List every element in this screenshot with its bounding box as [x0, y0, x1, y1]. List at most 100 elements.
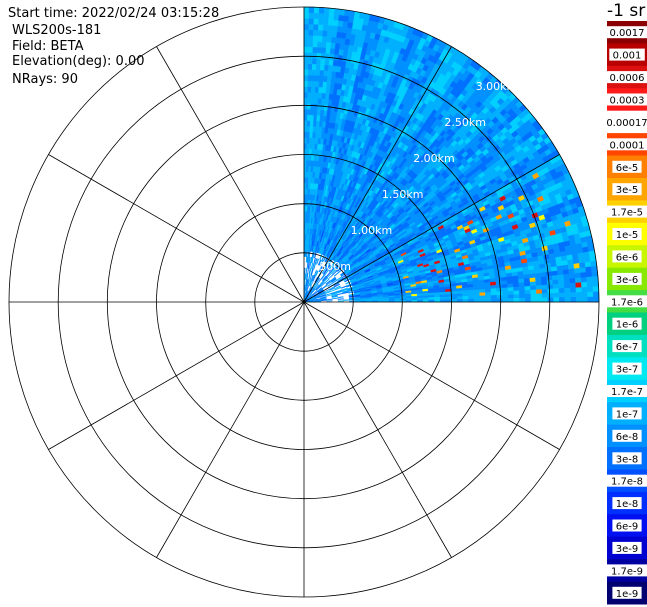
data-cell	[305, 267, 308, 274]
data-cell	[553, 292, 560, 298]
data-cell	[507, 283, 514, 289]
data-cell	[473, 292, 481, 297]
data-cell	[507, 287, 514, 292]
data-cell	[317, 35, 323, 42]
data-cell	[318, 86, 324, 94]
data-cell	[303, 131, 308, 138]
data-cell	[308, 18, 315, 25]
data-cell	[490, 284, 497, 290]
data-cell	[314, 97, 319, 105]
data-cell	[485, 298, 492, 303]
data-cell	[513, 294, 520, 299]
data-cell	[308, 52, 313, 59]
range-label: 2.50km	[444, 116, 486, 129]
data-cell	[315, 80, 320, 88]
data-cell	[311, 69, 317, 76]
data-cell	[540, 272, 547, 278]
data-cell	[451, 296, 458, 300]
data-cell	[564, 292, 571, 298]
range-label: 3.00km	[476, 80, 518, 93]
data-cell	[303, 12, 310, 19]
data-cell	[570, 287, 577, 293]
data-cell	[308, 12, 315, 19]
data-cell	[327, 24, 334, 32]
data-cell	[462, 298, 469, 303]
data-cell	[303, 120, 308, 127]
data-cell	[303, 6, 310, 13]
data-cell	[405, 297, 413, 301]
data-cell	[332, 25, 339, 32]
data-cell	[591, 270, 599, 278]
data-cell	[306, 137, 310, 144]
data-cell	[468, 295, 475, 300]
data-cell	[428, 297, 435, 301]
data-cell	[563, 273, 570, 280]
data-cell	[337, 298, 344, 300]
data-cell	[321, 284, 328, 289]
data-cell	[318, 81, 324, 88]
data-cell	[318, 24, 324, 31]
data-cell	[496, 294, 503, 299]
data-cell	[313, 257, 316, 264]
data-cell	[581, 291, 588, 298]
data-cell	[306, 159, 310, 167]
range-label: 1.50km	[382, 188, 424, 201]
data-cell	[313, 103, 319, 110]
data-cell	[484, 285, 492, 290]
data-cell	[303, 35, 309, 42]
start-time-label: Start time: 2022/02/24 03:15:28	[8, 6, 220, 21]
data-cell	[319, 266, 323, 273]
data-cell	[587, 296, 594, 303]
data-cell	[535, 276, 542, 282]
nrays-label: NRays: 90	[12, 72, 78, 87]
data-cell	[333, 14, 340, 21]
data-cell	[306, 120, 311, 127]
data-cell	[307, 63, 313, 70]
data-cell	[501, 287, 509, 292]
data-cell	[576, 296, 583, 303]
data-cell	[518, 282, 525, 288]
data-cell	[322, 30, 328, 37]
data-cell	[485, 291, 492, 296]
data-cell	[468, 292, 475, 297]
data-cell	[479, 292, 486, 297]
data-cell	[558, 283, 565, 289]
data-cell	[439, 294, 446, 298]
data-cell	[496, 287, 503, 293]
data-cell	[315, 69, 321, 76]
data-cell	[308, 46, 314, 53]
data-cell	[319, 75, 325, 82]
data-cell	[541, 284, 548, 290]
data-cell	[322, 24, 329, 31]
data-cell	[456, 296, 464, 300]
data-cell	[587, 291, 594, 298]
data-cell	[579, 267, 587, 274]
data-cell	[586, 281, 594, 288]
data-cell	[318, 18, 325, 25]
data-cell	[310, 108, 315, 116]
data-cell	[574, 272, 582, 279]
data-cell	[529, 281, 537, 287]
data-cell	[319, 253, 323, 260]
data-cell	[303, 103, 308, 110]
data-cell	[312, 40, 318, 48]
data-cell	[323, 18, 329, 26]
data-cell	[524, 297, 532, 303]
data-cell	[315, 63, 321, 71]
data-cell	[462, 296, 469, 300]
data-cell	[303, 137, 308, 144]
data-cell	[575, 292, 583, 298]
data-cell	[541, 297, 549, 303]
data-cell	[303, 57, 309, 65]
data-cell	[479, 298, 486, 303]
data-cell	[529, 277, 536, 283]
data-cell	[513, 290, 520, 295]
data-cell	[303, 40, 309, 48]
data-cell	[321, 47, 327, 54]
data-cell	[553, 288, 560, 294]
data-cell	[473, 295, 480, 300]
data-cell	[308, 256, 311, 263]
data-cell	[306, 148, 310, 155]
data-cell	[337, 300, 344, 302]
